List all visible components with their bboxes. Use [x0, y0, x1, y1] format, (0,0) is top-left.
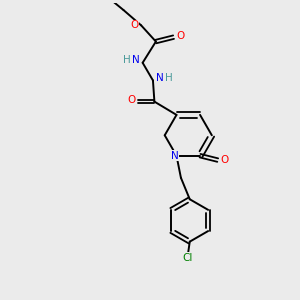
Text: O: O	[176, 31, 184, 41]
Text: N: N	[155, 73, 163, 83]
Text: O: O	[130, 20, 139, 30]
Text: N: N	[132, 56, 140, 65]
Text: O: O	[220, 155, 228, 165]
Text: N: N	[171, 151, 179, 161]
Text: H: H	[123, 56, 130, 65]
Text: O: O	[128, 95, 136, 105]
Text: Cl: Cl	[182, 253, 193, 263]
Text: H: H	[165, 73, 173, 83]
